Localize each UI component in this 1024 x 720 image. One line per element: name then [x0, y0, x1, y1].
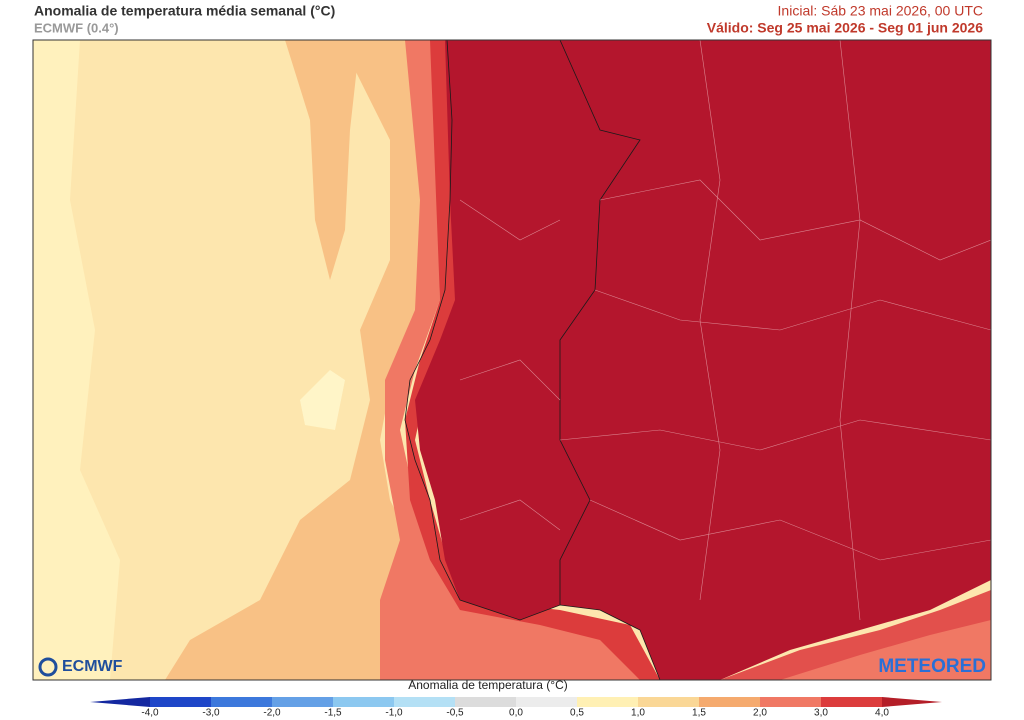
- colorbar-tick-label: 1,5: [692, 708, 706, 719]
- anomaly-zone: [165, 40, 420, 680]
- colorbar-tick-label: 2,0: [753, 708, 767, 719]
- colorbar-segment: [333, 697, 395, 707]
- land-anomaly: [415, 40, 991, 680]
- valid-time: Válido: Seg 25 mai 2026 - Seg 01 jun 202…: [707, 20, 983, 36]
- meteored-logo: METEORED: [878, 656, 986, 677]
- border-path: [559, 40, 641, 605]
- colorbar-segment: [760, 697, 822, 707]
- colorbar-tick-label: -1,0: [385, 708, 403, 719]
- anomaly-zone: [780, 620, 991, 680]
- ecmwf-logo: ECMWF: [62, 658, 123, 675]
- colorbar-segment: [272, 697, 334, 707]
- anomaly-zone: [285, 40, 360, 280]
- colorbar-segment: [455, 697, 517, 707]
- colorbar-segment: [150, 697, 212, 707]
- colorbar-segment: [211, 697, 273, 707]
- colorbar-tick-label: 0,5: [570, 708, 584, 719]
- colorbar-end: [90, 697, 150, 707]
- colorbar-tick-label: -3,0: [202, 708, 220, 719]
- colorbar-title: Anomalia de temperatura (°C): [408, 678, 568, 692]
- model: ECMWF (0.4°): [34, 20, 119, 35]
- colorbar-end: [882, 697, 942, 707]
- colorbar-tick-label: 1,0: [631, 708, 645, 719]
- colorbar-tick-label: -0,5: [446, 708, 464, 719]
- colorbar-tick-label: -4,0: [141, 708, 159, 719]
- anomaly-zone: [300, 370, 345, 430]
- colorbar-segment: [699, 697, 761, 707]
- ecmwf-logo-icon: [38, 657, 58, 677]
- colorbar-tick-label: 3,0: [814, 708, 828, 719]
- colorbar-segment: [638, 697, 700, 707]
- border-path: [594, 289, 991, 331]
- initial-time: Inicial: Sáb 23 mai 2026, 00 UTC: [778, 3, 983, 19]
- border-path: [699, 40, 721, 601]
- colorbar-segment: [821, 697, 883, 707]
- coastline: [404, 40, 661, 680]
- border-path: [599, 179, 991, 261]
- border-path: [839, 40, 861, 621]
- region-borders: [459, 40, 991, 621]
- anomaly-zone: [33, 40, 120, 680]
- map: ECMWF METEORED: [33, 40, 991, 680]
- colorbar-segment: [577, 697, 639, 707]
- colorbar-tick-label: -2,0: [263, 708, 281, 719]
- map-frame: [32, 39, 992, 681]
- colorbar-tick-label: 0,0: [509, 708, 523, 719]
- border-path: [459, 199, 561, 531]
- border-path: [559, 419, 991, 451]
- colorbar: -4,0 -3,0 -2,0 -1,5 -1,0 -0,5 0,0 0,5 1,0 1,5 2,0 3…: [90, 697, 942, 719]
- colorbar-segment: [394, 697, 456, 707]
- colorbar-tick-label: 4,0: [875, 708, 889, 719]
- anomaly-zone: [380, 40, 660, 680]
- colorbar-segment: [516, 697, 578, 707]
- coast-path: [404, 40, 661, 680]
- border-path: [589, 499, 991, 561]
- colorbar-tick-label: -1,5: [324, 708, 342, 719]
- title: Anomalia de temperatura média semanal (°…: [34, 3, 335, 19]
